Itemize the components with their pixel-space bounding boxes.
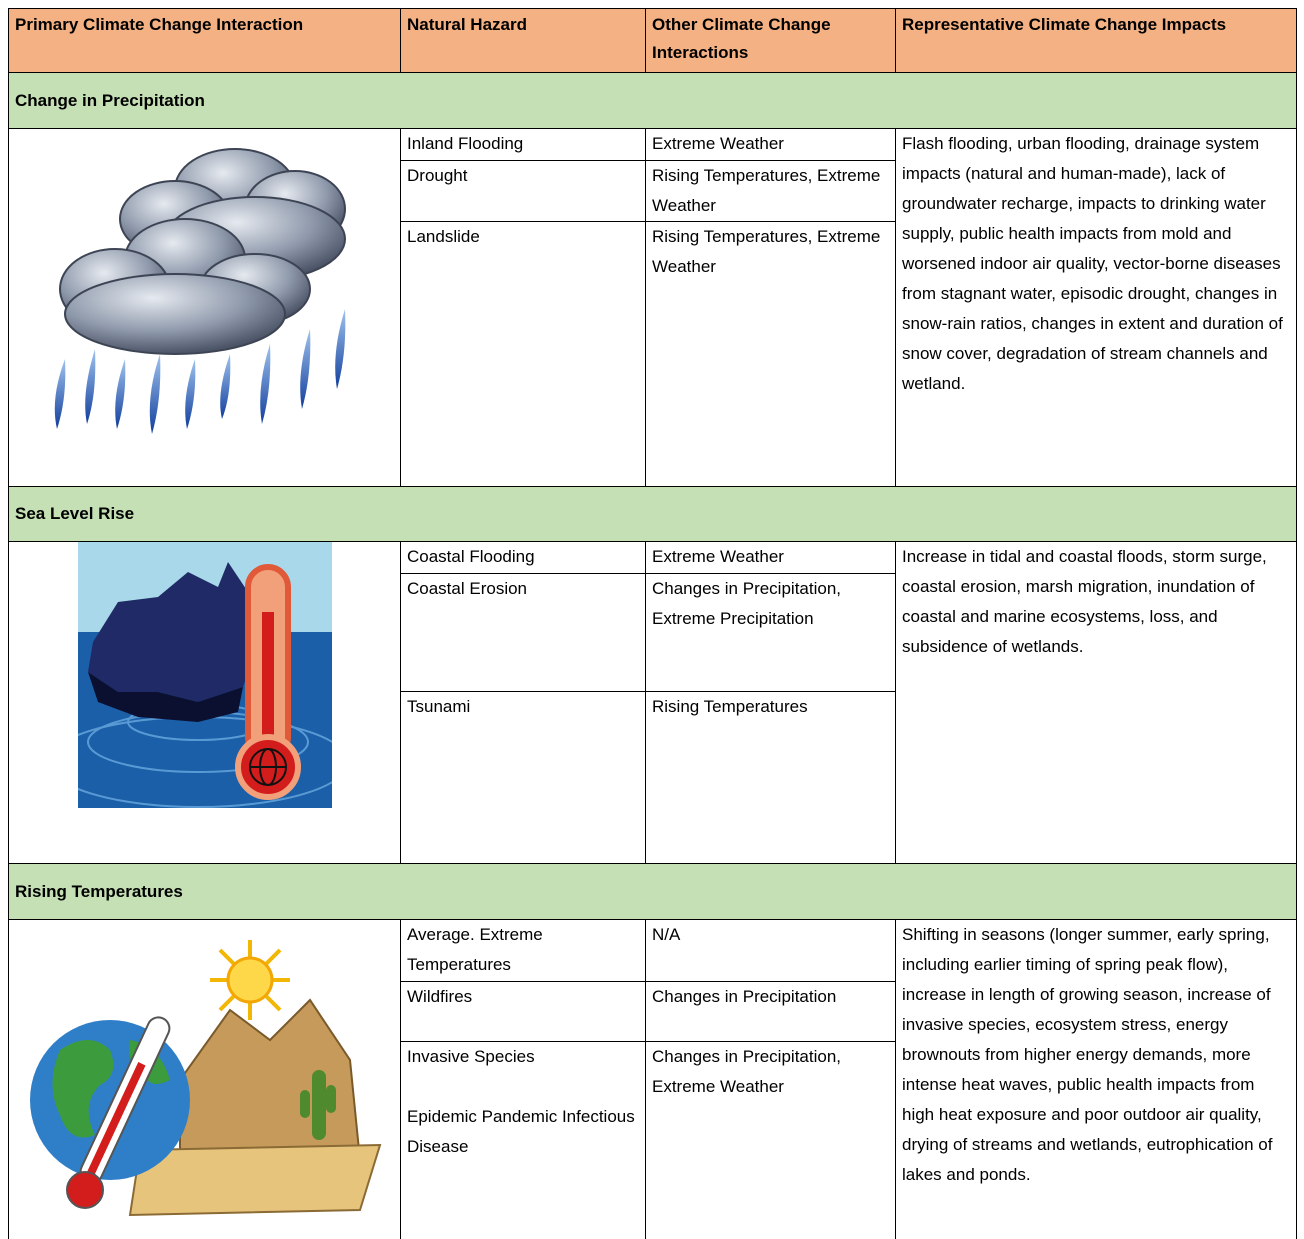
hazard-name: Average. Extreme Temperatures — [407, 925, 543, 974]
other-interactions: Changes in Precipitation — [645, 981, 896, 1042]
rain-cloud-illustration — [54, 148, 346, 434]
other-interactions: Extreme Weather — [645, 541, 896, 574]
hazard-name: Landslide — [407, 227, 480, 246]
illustration-cell — [8, 541, 401, 864]
section-row: Sea Level Rise — [8, 486, 1297, 542]
hazard-name: Wildfires — [407, 987, 473, 1006]
hazard-row: Coastal Erosion Changes in Precipitation,… — [9, 573, 1297, 692]
natural-hazard: Coastal Flooding — [400, 541, 646, 574]
hazard-name: Coastal Flooding — [407, 547, 535, 566]
header-cell: Other Climate Change Interactions — [645, 8, 896, 73]
hazard-row: Average. Extreme Temperatures N/A Shifting… — [8, 919, 1297, 1239]
hazard-name: Epidemic Pandemic Infectious Disease — [407, 1107, 635, 1156]
hazard-row: Coastal Flooding Extreme Weather Increase … — [8, 541, 1297, 864]
section-title: Change in Precipitation — [8, 72, 1297, 129]
hazard-row: Inland Flooding Extreme Weather Flash floo… — [8, 128, 1297, 487]
section-row: Change in Precipitation — [8, 72, 1297, 129]
hazard-name: Invasive Species — [407, 1047, 535, 1066]
other-interactions: Changes in Precipitation, Extreme Precip… — [645, 573, 896, 692]
other-interactions: Changes in Precipitation, Extreme Weathe… — [645, 1041, 896, 1239]
impacts: Flash flooding, urban flooding, drainage… — [895, 128, 1297, 487]
hazard-table: Primary Climate Change Interaction Natur… — [8, 8, 1297, 1239]
other-interactions: Rising Temperatures, Extreme Weather — [645, 160, 896, 222]
natural-hazard: Landslide — [400, 221, 646, 487]
natural-hazard: Drought — [400, 160, 646, 222]
natural-hazard: Coastal Erosion — [400, 573, 646, 692]
sea-level-illustration — [77, 542, 332, 808]
natural-hazard: Inland Flooding — [400, 128, 646, 161]
hazard-row: Invasive Species Epidemic Pandemic Infect… — [9, 1041, 1297, 1239]
hazard-name: Inland Flooding — [407, 134, 524, 153]
section-title: Rising Temperatures — [8, 863, 1297, 920]
header-row: Primary Climate Change Interaction Natur… — [8, 8, 1297, 73]
impacts: Increase in tidal and coastal floods, st… — [895, 541, 1297, 864]
other-interactions: Rising Temperatures — [645, 691, 896, 864]
header-cell: Natural Hazard — [400, 8, 646, 73]
section-row: Rising Temperatures — [8, 863, 1297, 920]
hazard-row: Landslide Rising Temperatures, Extreme We… — [9, 221, 1297, 487]
illustration-cell — [8, 128, 401, 487]
hazard-name: Coastal Erosion — [407, 579, 528, 598]
other-interactions: Rising Temperatures, Extreme Weather — [645, 221, 896, 487]
natural-hazard: Wildfires — [400, 981, 646, 1042]
natural-hazard: Tsunami — [400, 691, 646, 864]
header-cell: Primary Climate Change Interaction — [8, 8, 401, 73]
hazard-name: Drought — [407, 166, 468, 185]
natural-hazard: Average. Extreme Temperatures — [400, 919, 646, 982]
heat-illustration — [29, 940, 381, 1217]
other-interactions: Extreme Weather — [645, 128, 896, 161]
hazard-row: Drought Rising Temperatures, Extreme Weat… — [9, 160, 1297, 222]
natural-hazard: Invasive Species Epidemic Pandemic Infect… — [400, 1041, 646, 1239]
hazard-name: Tsunami — [407, 697, 471, 716]
impacts: Shifting in seasons (longer summer, earl… — [895, 919, 1297, 1239]
section-title: Sea Level Rise — [8, 486, 1297, 542]
header-cell: Representative Climate Change Impacts — [895, 8, 1297, 73]
hazard-row: Wildfires Changes in Precipitation — [9, 981, 1297, 1042]
other-interactions: N/A — [645, 919, 896, 982]
illustration-cell — [8, 919, 401, 1239]
